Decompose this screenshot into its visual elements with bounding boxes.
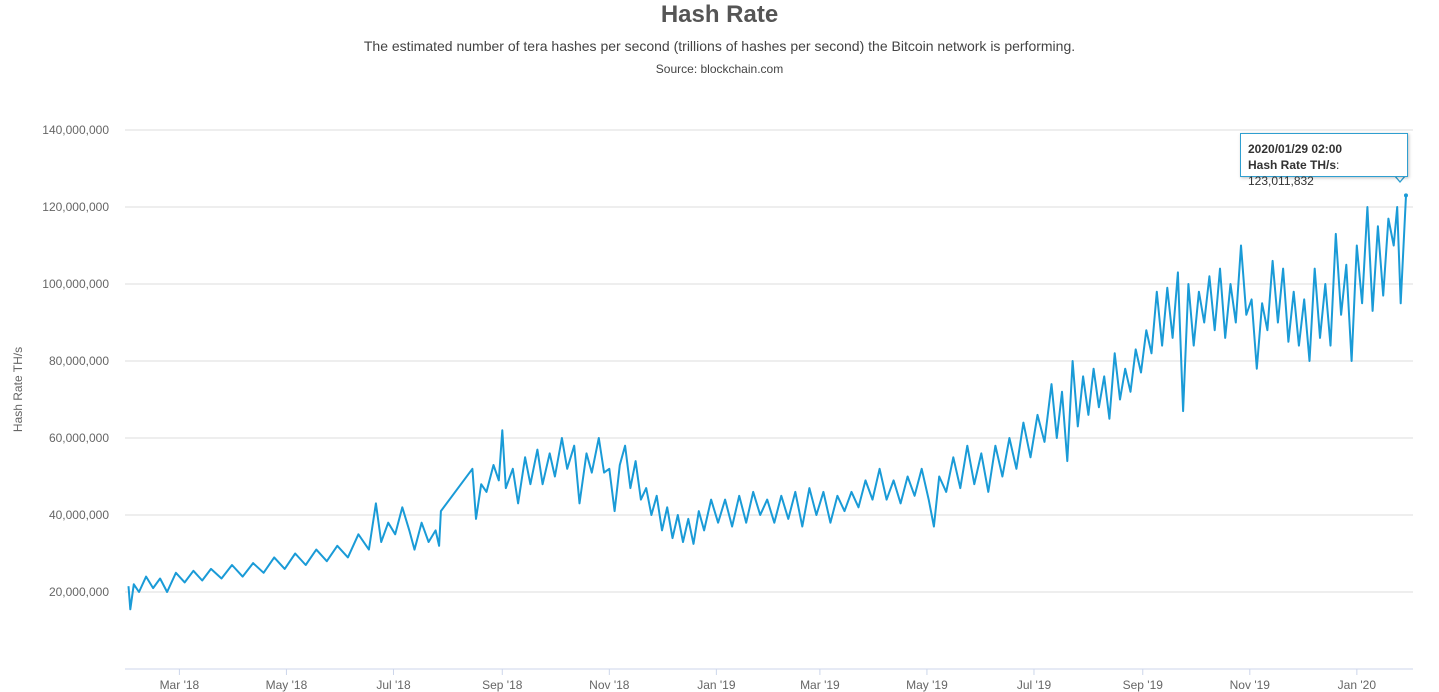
- y-tick-label: 100,000,000: [42, 277, 109, 291]
- y-tick-label: 80,000,000: [49, 354, 109, 368]
- y-tick-label: 120,000,000: [42, 200, 109, 214]
- x-axis-ticks: Mar '18 May '18 Jul '18 Sep '18 Nov '18 Jan '…: [160, 669, 1377, 692]
- x-tick-label: Jan '20: [1338, 678, 1377, 692]
- tooltip-value: 123,011,832: [1248, 174, 1314, 188]
- x-tick-label: Mar '19: [800, 678, 840, 692]
- y-tick-label: 20,000,000: [49, 585, 109, 599]
- chart-source: Source: blockchain.com: [655, 62, 784, 76]
- chart-title: Hash Rate: [660, 1, 779, 28]
- x-tick-label: Jul '19: [1017, 678, 1052, 692]
- tooltip-pointer-inner: [1395, 175, 1405, 181]
- tooltip: 2020/01/29 02:00 Hash Rate TH/s: 123,011…: [1240, 133, 1408, 188]
- y-axis-label: Hash Rate TH/s: [11, 347, 25, 432]
- x-tick-label: Jul '18: [376, 678, 411, 692]
- chart-subtitle: The estimated number of tera hashes per …: [363, 38, 1076, 54]
- tooltip-series-label: Hash Rate TH/s: [1248, 158, 1337, 172]
- series-line-hash-rate[interactable]: [127, 195, 1407, 611]
- x-tick-label: Nov '18: [589, 678, 630, 692]
- hover-point-marker: [1403, 193, 1408, 198]
- x-tick-label: Jan '19: [697, 678, 736, 692]
- x-tick-label: May '18: [266, 678, 308, 692]
- x-tick-label: Sep '19: [1123, 678, 1164, 692]
- x-tick-label: May '19: [906, 678, 948, 692]
- y-tick-label: 140,000,000: [42, 123, 109, 137]
- tooltip-date: 2020/01/29 02:00: [1248, 142, 1343, 156]
- x-tick-label: Mar '18: [160, 678, 200, 692]
- y-tick-label: 60,000,000: [49, 431, 109, 445]
- x-tick-label: Nov '19: [1230, 678, 1271, 692]
- y-tick-label: 40,000,000: [49, 508, 109, 522]
- y-axis-ticks: 20,000,000 40,000,000 60,000,000 80,000,000…: [42, 123, 109, 599]
- x-tick-label: Sep '18: [482, 678, 523, 692]
- tooltip-value-row: Hash Rate TH/s: 123,011,832: [1248, 158, 1340, 188]
- grid-lines: [125, 129, 1413, 593]
